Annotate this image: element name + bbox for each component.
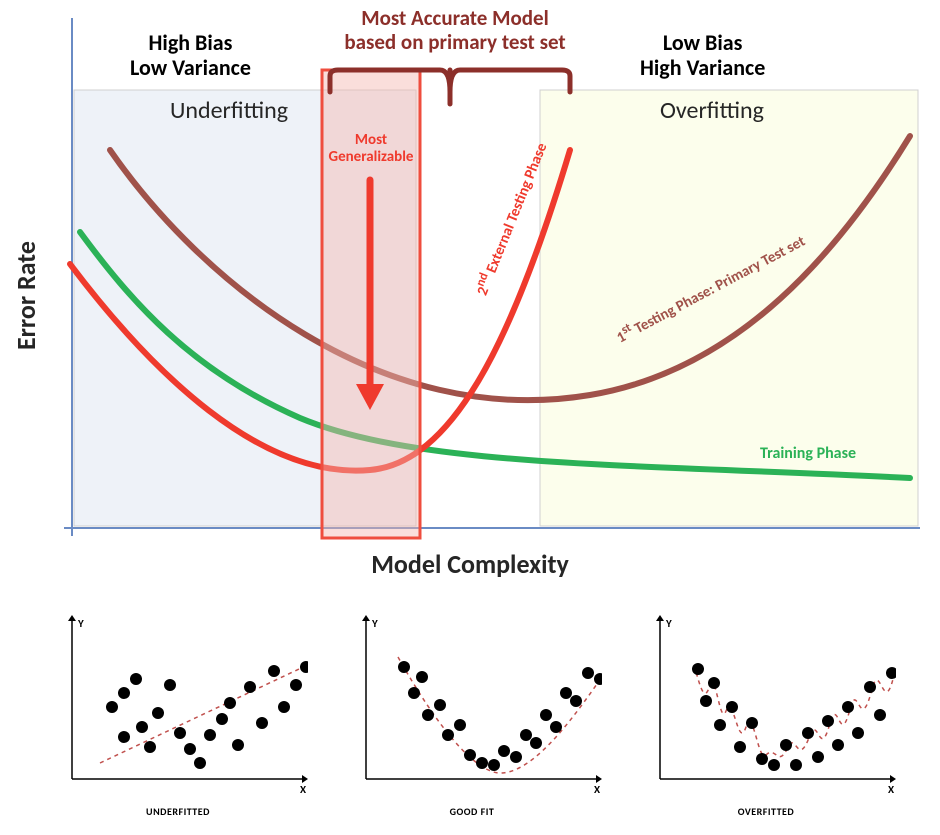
header-center-line1: Most Accurate Model (310, 6, 600, 30)
svg-text:X: X (594, 783, 601, 796)
subplot-goodfit: XY (342, 615, 602, 805)
y-axis-label: Error Rate (10, 241, 42, 350)
svg-text:Y: Y (371, 617, 378, 630)
training-phase-label: Training Phase (760, 444, 856, 463)
caption-underfitted: UNDERFITTED (48, 805, 308, 818)
subplot-underfitted: XY (48, 615, 308, 805)
svg-text:X: X (300, 783, 307, 796)
header-right-line1: Low Bias (640, 30, 765, 55)
header-center: Most Accurate Model based on primary tes… (310, 6, 600, 54)
bias-variance-diagram: { "main_chart": { "type": "line-diagram"… (0, 0, 940, 835)
most-generalizable-label: Most Generalizable (322, 132, 420, 165)
header-right-line2: High Variance (640, 55, 765, 80)
svg-text:X: X (888, 783, 895, 796)
x-axis-label: Model Complexity (0, 548, 940, 580)
subplot-overfitted: XY (636, 615, 896, 805)
svg-text:Y: Y (665, 617, 672, 630)
header-center-line2: based on primary test set (310, 30, 600, 54)
header-left-line2: Low Variance (130, 55, 251, 80)
overfitting-label: Overfitting (660, 96, 764, 125)
most-generalizable-text: Most Generalizable (329, 131, 414, 166)
header-left: High Bias Low Variance (130, 30, 251, 81)
svg-text:Y: Y (77, 617, 84, 630)
header-left-line1: High Bias (130, 30, 251, 55)
bias-variance-chart (0, 0, 940, 590)
header-right: Low Bias High Variance (640, 30, 765, 81)
caption-overfitted: OVERFITTED (636, 805, 896, 818)
caption-goodfit: GOOD FIT (342, 805, 602, 818)
underfitting-label: Underfitting (170, 96, 288, 125)
